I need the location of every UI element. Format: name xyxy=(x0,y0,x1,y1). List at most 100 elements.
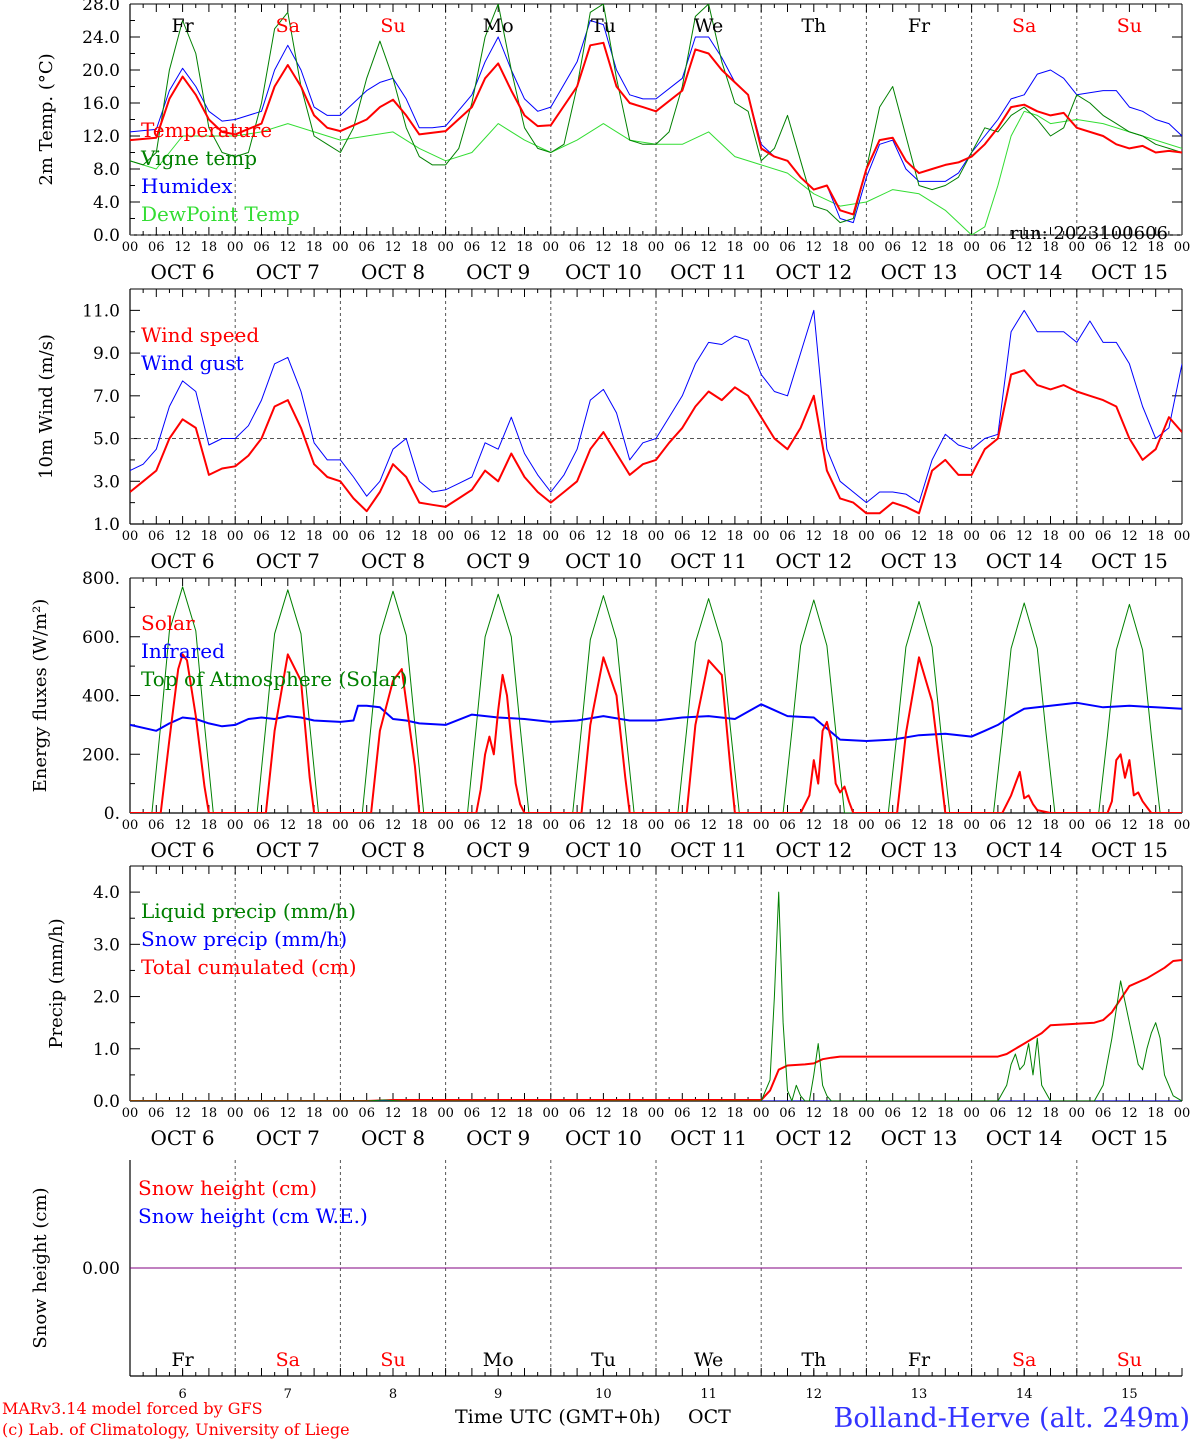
legend-entry: Wind speed xyxy=(141,323,259,347)
hour-tick-label: 18 xyxy=(937,818,954,833)
series-group xyxy=(130,586,1182,813)
credit-line-2: (c) Lab. of Climatology, University of L… xyxy=(2,1420,350,1439)
hour-tick-label: 12 xyxy=(595,1106,612,1121)
hour-tick-label: 06 xyxy=(1095,1106,1112,1121)
hour-tick-label: 12 xyxy=(385,529,402,544)
hour-tick-label: 12 xyxy=(700,1106,717,1121)
series-group xyxy=(130,309,1182,515)
hour-tick-label: 06 xyxy=(990,529,1007,544)
hour-tick-label: 00 xyxy=(1069,240,1086,255)
hour-tick-label: 06 xyxy=(358,1106,375,1121)
y-tick-label: 400. xyxy=(82,687,120,707)
hour-tick-label: 18 xyxy=(201,529,218,544)
hour-tick-label: 00 xyxy=(648,1106,665,1121)
date-label: OCT 15 xyxy=(1091,260,1168,284)
y-tick-label: 5.0 xyxy=(93,430,120,450)
hour-tick-label: 12 xyxy=(700,529,717,544)
hour-tick-label: 06 xyxy=(990,240,1007,255)
legend-entry: Vigne temp xyxy=(140,146,257,170)
day-number-label: 13 xyxy=(911,1387,928,1402)
hour-tick-label: 18 xyxy=(727,818,744,833)
hour-tick-label: 12 xyxy=(911,818,928,833)
hour-tick-label: 18 xyxy=(1147,240,1164,255)
hour-tick-label: 06 xyxy=(358,240,375,255)
y-tick-label: 4.0 xyxy=(93,193,120,213)
hour-tick-label: 12 xyxy=(1121,818,1138,833)
hour-tick-label: 06 xyxy=(464,818,481,833)
series-line xyxy=(130,41,1182,216)
legend-entry: Snow precip (mm/h) xyxy=(141,927,347,951)
hour-tick-label: 18 xyxy=(306,529,323,544)
date-label: OCT 15 xyxy=(1091,549,1168,573)
hour-tick-label: 06 xyxy=(1095,240,1112,255)
date-label: OCT 6 xyxy=(151,1126,215,1150)
day-number-label: 15 xyxy=(1121,1387,1138,1402)
y-tick-label: 11.0 xyxy=(82,301,120,321)
panel-5: 0.00 Snow height (cm) Snow height (cm) Snow… xyxy=(30,1160,1183,1402)
hour-tick-label: 12 xyxy=(490,240,507,255)
hour-tick-label: 18 xyxy=(516,240,533,255)
hour-tick-label: 12 xyxy=(280,818,297,833)
day-name: Su xyxy=(380,1349,405,1371)
series-line xyxy=(130,369,1182,515)
hour-tick-label: 12 xyxy=(1121,1106,1138,1121)
hour-tick-label: 18 xyxy=(621,1106,638,1121)
hour-tick-label: 00 xyxy=(648,240,665,255)
y-tick-label: 4.0 xyxy=(93,883,120,903)
footer: MARv3.14 model forced by GFS (c) Lab. of… xyxy=(2,1399,1190,1439)
day-number-label: 8 xyxy=(389,1387,397,1402)
hour-tick-label: 12 xyxy=(490,818,507,833)
hour-tick-label: 06 xyxy=(253,1106,270,1121)
hour-tick-label: 06 xyxy=(253,818,270,833)
date-label: OCT 8 xyxy=(361,838,425,862)
day-name: Th xyxy=(801,15,826,37)
hour-tick-label: 00 xyxy=(227,1106,244,1121)
series-line xyxy=(130,653,1182,813)
chart-panels: 0.0 4.0 8.0 12.0 16.0 20.0 24.0 28.0 2m Temp. (°… xyxy=(30,0,1190,1402)
day-name: Fr xyxy=(171,15,194,37)
hour-tick-label: 06 xyxy=(569,529,586,544)
hour-tick-label: 00 xyxy=(1069,1106,1086,1121)
y-tick-label: 20.0 xyxy=(82,61,120,81)
y-tick-label: 12.0 xyxy=(82,127,120,147)
date-label: OCT 7 xyxy=(256,260,320,284)
series-group xyxy=(130,891,1182,1101)
hour-tick-label: 00 xyxy=(648,529,665,544)
date-label: OCT 8 xyxy=(361,549,425,573)
day-name: We xyxy=(694,15,723,37)
hour-tick-label: 00 xyxy=(963,240,980,255)
hour-tick-label: 18 xyxy=(201,1106,218,1121)
hour-tick-label: 18 xyxy=(1042,1106,1059,1121)
hour-tick-label: 18 xyxy=(411,1106,428,1121)
hour-tick-label: 06 xyxy=(148,818,165,833)
hour-tick-label: 00 xyxy=(122,1106,139,1121)
day-name: Su xyxy=(1117,1349,1142,1371)
hour-tick-label: 12 xyxy=(174,529,191,544)
y-tick-label: 0. xyxy=(104,804,120,824)
date-label: OCT 10 xyxy=(565,1126,642,1150)
hour-tick-label: 06 xyxy=(464,1106,481,1121)
date-label: OCT 12 xyxy=(775,1126,852,1150)
hour-tick-label: 12 xyxy=(385,240,402,255)
y-tick-label: 600. xyxy=(82,628,120,648)
day-name: Mo xyxy=(483,15,514,37)
day-name: Fr xyxy=(171,1349,194,1371)
date-label: OCT 9 xyxy=(466,1126,530,1150)
hour-tick-label: 06 xyxy=(569,240,586,255)
hour-tick-label: 12 xyxy=(1016,240,1033,255)
day-number-label: 9 xyxy=(494,1387,502,1402)
series-line xyxy=(130,309,1182,504)
hour-tick-label: 06 xyxy=(779,1106,796,1121)
panel-1: 0.0 4.0 8.0 12.0 16.0 20.0 24.0 28.0 2m Temp. (°… xyxy=(36,0,1190,284)
date-label: OCT 10 xyxy=(565,260,642,284)
series-group xyxy=(130,4,1182,235)
date-label: OCT 11 xyxy=(670,838,747,862)
hour-tick-label: 00 xyxy=(963,818,980,833)
hour-tick-label: 00 xyxy=(753,818,770,833)
y-tick-label: 200. xyxy=(82,745,120,765)
hour-tick-label: 18 xyxy=(621,818,638,833)
hour-tick-label: 06 xyxy=(779,818,796,833)
hour-tick-label: 06 xyxy=(884,529,901,544)
y-tick-label: 3.0 xyxy=(93,935,120,955)
hour-tick-label: 12 xyxy=(806,240,823,255)
